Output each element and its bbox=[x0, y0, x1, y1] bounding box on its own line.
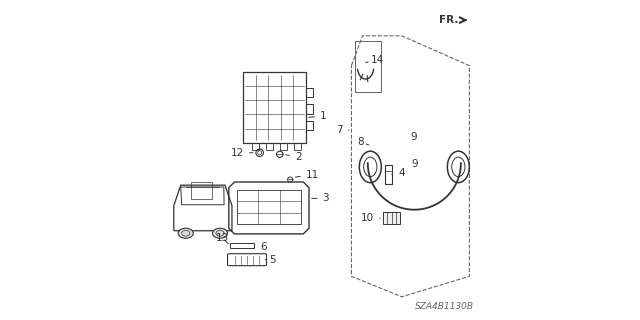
Text: 11: 11 bbox=[296, 170, 319, 180]
Ellipse shape bbox=[212, 228, 228, 238]
Text: 12: 12 bbox=[230, 148, 253, 158]
Text: 9: 9 bbox=[411, 159, 418, 169]
Text: 13: 13 bbox=[216, 233, 229, 244]
Text: 6: 6 bbox=[254, 243, 267, 252]
Text: 8: 8 bbox=[356, 137, 369, 147]
Text: 5: 5 bbox=[266, 255, 276, 265]
Text: 14: 14 bbox=[365, 55, 384, 65]
Text: 7: 7 bbox=[336, 125, 349, 135]
Ellipse shape bbox=[178, 228, 193, 238]
Text: 2: 2 bbox=[285, 152, 301, 162]
Text: 4: 4 bbox=[392, 168, 404, 178]
Text: 3: 3 bbox=[312, 193, 329, 204]
FancyBboxPatch shape bbox=[383, 212, 401, 224]
Text: 10: 10 bbox=[361, 213, 380, 223]
Text: 9: 9 bbox=[410, 132, 417, 142]
Text: FR.: FR. bbox=[439, 15, 458, 25]
Text: SZA4B1130B: SZA4B1130B bbox=[415, 302, 474, 311]
Text: 1: 1 bbox=[308, 111, 326, 121]
